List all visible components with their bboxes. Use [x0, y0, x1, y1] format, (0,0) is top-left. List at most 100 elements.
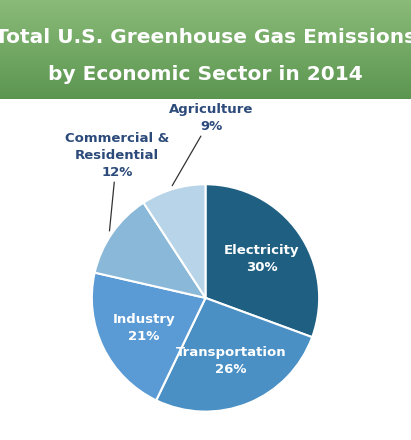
Bar	[0, 54, 411, 55]
Bar	[0, 64, 411, 65]
Bar	[0, 51, 411, 52]
Bar	[0, 59, 411, 60]
Bar	[0, 9, 411, 10]
Bar	[0, 2, 411, 3]
Bar	[0, 63, 411, 64]
Bar	[0, 18, 411, 19]
Bar	[0, 79, 411, 80]
Bar	[0, 1, 411, 2]
Bar	[0, 13, 411, 14]
Bar	[0, 91, 411, 92]
Bar	[0, 12, 411, 13]
Bar	[0, 72, 411, 73]
Bar	[0, 11, 411, 12]
Bar	[0, 35, 411, 36]
Bar	[0, 75, 411, 76]
Wedge shape	[92, 273, 206, 400]
Bar	[0, 95, 411, 96]
Bar	[0, 6, 411, 7]
Bar	[0, 33, 411, 34]
Bar	[0, 19, 411, 20]
Bar	[0, 77, 411, 78]
Bar	[0, 24, 411, 25]
Bar	[0, 80, 411, 81]
Bar	[0, 37, 411, 38]
Bar	[0, 71, 411, 72]
Bar	[0, 94, 411, 95]
Text: Agriculture
9%: Agriculture 9%	[169, 103, 253, 186]
Bar	[0, 89, 411, 90]
Bar	[0, 97, 411, 98]
Wedge shape	[206, 184, 319, 337]
Bar	[0, 22, 411, 23]
Bar	[0, 50, 411, 51]
Bar	[0, 61, 411, 62]
Bar	[0, 7, 411, 8]
Wedge shape	[156, 298, 312, 411]
Bar	[0, 30, 411, 31]
Bar	[0, 40, 411, 41]
Bar	[0, 83, 411, 84]
Wedge shape	[143, 184, 206, 298]
Text: Electricity
30%: Electricity 30%	[224, 244, 299, 274]
Bar	[0, 10, 411, 11]
Bar	[0, 46, 411, 47]
Bar	[0, 14, 411, 15]
Bar	[0, 82, 411, 83]
Bar	[0, 74, 411, 75]
Text: Commercial &
Residential
12%: Commercial & Residential 12%	[65, 132, 169, 231]
Bar	[0, 53, 411, 54]
Bar	[0, 4, 411, 5]
Bar	[0, 85, 411, 86]
Bar	[0, 20, 411, 21]
Bar	[0, 41, 411, 42]
Bar	[0, 78, 411, 79]
Bar	[0, 47, 411, 48]
Bar	[0, 16, 411, 17]
Bar	[0, 73, 411, 74]
Bar	[0, 38, 411, 39]
Bar	[0, 8, 411, 9]
Bar	[0, 45, 411, 46]
Bar	[0, 81, 411, 82]
Bar	[0, 68, 411, 69]
Bar	[0, 57, 411, 58]
Bar	[0, 39, 411, 40]
Wedge shape	[95, 203, 206, 298]
Bar	[0, 87, 411, 88]
Bar	[0, 70, 411, 71]
Bar	[0, 48, 411, 49]
Bar	[0, 56, 411, 57]
Bar	[0, 27, 411, 28]
Bar	[0, 25, 411, 26]
Bar	[0, 93, 411, 94]
Bar	[0, 58, 411, 59]
Bar	[0, 43, 411, 44]
Bar	[0, 84, 411, 85]
Bar	[0, 26, 411, 27]
Bar	[0, 32, 411, 33]
Bar	[0, 21, 411, 22]
Text: by Economic Sector in 2014: by Economic Sector in 2014	[48, 65, 363, 84]
Bar	[0, 36, 411, 37]
Bar	[0, 90, 411, 91]
Bar	[0, 76, 411, 77]
Bar	[0, 67, 411, 68]
Bar	[0, 0, 411, 1]
Bar	[0, 15, 411, 16]
Bar	[0, 23, 411, 24]
Text: Industry
21%: Industry 21%	[113, 312, 175, 342]
Bar	[0, 92, 411, 93]
Bar	[0, 34, 411, 35]
Bar	[0, 52, 411, 53]
Bar	[0, 42, 411, 43]
Bar	[0, 17, 411, 18]
Bar	[0, 28, 411, 29]
Bar	[0, 31, 411, 32]
Bar	[0, 98, 411, 99]
Bar	[0, 69, 411, 70]
Text: Total U.S. Greenhouse Gas Emissions: Total U.S. Greenhouse Gas Emissions	[0, 28, 411, 47]
Bar	[0, 49, 411, 50]
Text: Transportation
26%: Transportation 26%	[176, 346, 286, 376]
Bar	[0, 86, 411, 87]
